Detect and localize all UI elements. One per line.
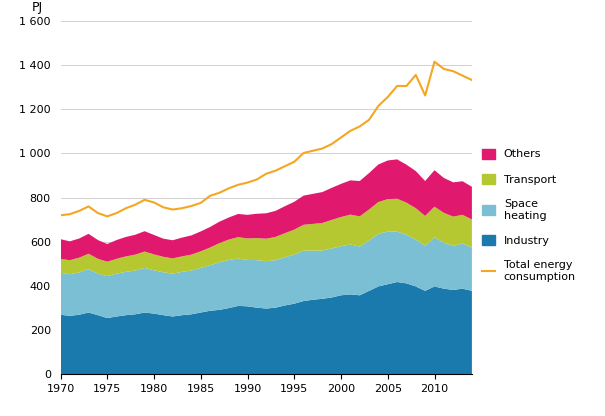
- Legend: Others, Transport, Space
heating, Industry, Total energy
consumption: Others, Transport, Space heating, Indust…: [482, 149, 576, 282]
- Text: PJ: PJ: [31, 1, 43, 14]
